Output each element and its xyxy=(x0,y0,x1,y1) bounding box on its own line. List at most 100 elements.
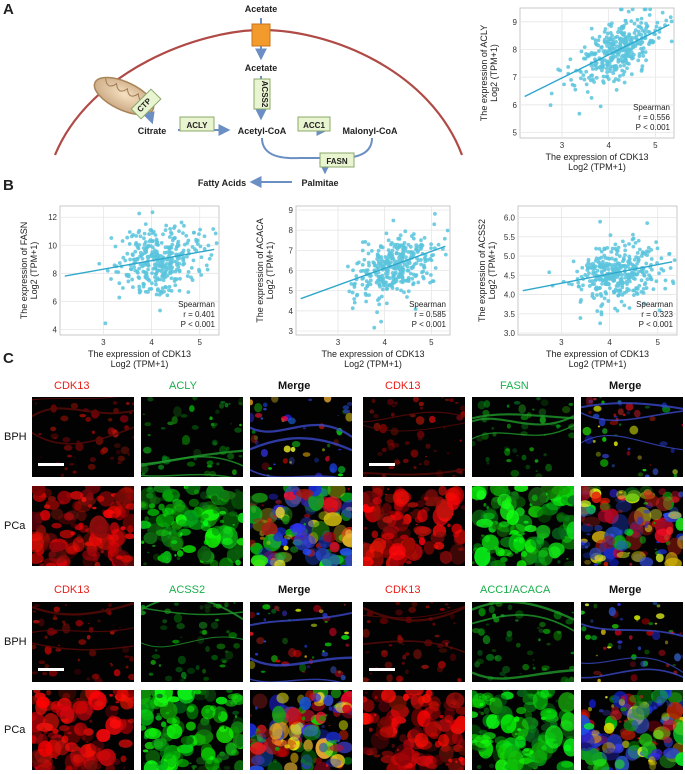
stain-label-merge: Merge xyxy=(278,380,311,392)
scatter-point xyxy=(632,21,637,26)
scatter-point xyxy=(360,282,365,287)
scatter-point xyxy=(150,239,155,244)
scatter-point xyxy=(120,286,125,290)
scatter-point xyxy=(646,29,651,34)
stain-label-cdk13: CDK13 xyxy=(385,584,421,596)
scatter-point xyxy=(366,260,371,265)
micrograph-pca-cdk13 xyxy=(32,486,134,566)
scatter-point xyxy=(626,9,631,14)
scatter-point xyxy=(639,290,644,294)
stat-p-label: P < 0.001 xyxy=(412,320,447,329)
scatter-point xyxy=(177,256,182,260)
scatter-point xyxy=(614,252,619,257)
scatter-point xyxy=(411,236,416,241)
scatter-point xyxy=(592,282,596,286)
scatter-point xyxy=(367,263,371,268)
scatter-point xyxy=(379,319,383,324)
scatter-point xyxy=(599,269,604,274)
scatter-point xyxy=(594,67,599,71)
scatter-point xyxy=(399,279,403,284)
scatter-point xyxy=(160,286,165,291)
micrograph-pca-merge xyxy=(250,690,352,770)
micrograph-bph-target xyxy=(472,397,574,477)
scatter-point xyxy=(633,277,637,281)
y-tick-label: 9 xyxy=(289,206,294,215)
stain-label-target: ACC1/ACACA xyxy=(480,584,551,596)
scatter-point xyxy=(120,239,125,243)
scatter-point xyxy=(627,52,631,57)
x-tick-label: 5 xyxy=(429,338,434,347)
scatter-point xyxy=(124,272,129,277)
scatter-point xyxy=(368,282,373,287)
scatter-point xyxy=(137,276,142,280)
scatter-point xyxy=(127,242,132,246)
scatter-point xyxy=(597,260,602,265)
scatter-point xyxy=(181,258,186,263)
scatter-point xyxy=(668,266,673,270)
scatter-point xyxy=(411,232,416,236)
scatter-point xyxy=(346,264,350,269)
scatter-point xyxy=(197,269,202,274)
scatter-point xyxy=(384,301,389,306)
scatter-point xyxy=(168,263,173,268)
scatter-point xyxy=(154,292,159,297)
scatter-point xyxy=(392,244,397,249)
scatter-point xyxy=(151,266,156,271)
stat-p-label: P < 0.001 xyxy=(639,320,674,329)
y-tick-label: 3.0 xyxy=(504,329,516,338)
scatter-point xyxy=(645,253,649,258)
scatter-point xyxy=(164,261,169,266)
scatter-point xyxy=(581,73,586,78)
stat-r-label: r = 0.556 xyxy=(638,113,670,122)
scatter-point xyxy=(606,77,611,82)
scatter-point xyxy=(608,233,613,238)
scatter-point xyxy=(632,257,637,262)
scatter-point xyxy=(631,288,635,293)
scatter-point xyxy=(376,259,381,263)
panel-letter-a: A xyxy=(3,1,14,18)
scatter-point xyxy=(571,259,576,264)
scatter-point xyxy=(177,288,182,293)
scatter-point xyxy=(603,256,608,260)
scatter-point xyxy=(584,82,589,87)
scatter-point xyxy=(629,19,634,24)
scatter-point xyxy=(602,29,607,34)
scatter-point xyxy=(641,287,646,291)
scatter-point xyxy=(172,279,177,284)
micrograph-bph-target xyxy=(472,602,574,682)
scatter-point xyxy=(649,257,654,261)
scatter-point xyxy=(620,279,624,284)
scatter-point xyxy=(605,60,610,65)
y-tick-label: 5 xyxy=(289,287,294,296)
scatter-point xyxy=(643,50,648,55)
scatter-point xyxy=(414,261,419,266)
scatter-point xyxy=(366,251,371,256)
scatter-point xyxy=(596,43,601,48)
scatter-point xyxy=(398,267,403,272)
row-label-bph: BPH xyxy=(4,636,27,648)
scatter-point xyxy=(167,288,171,293)
x-tick-label: 5 xyxy=(656,338,661,347)
scatter-point xyxy=(406,250,411,254)
scatter-point xyxy=(647,13,652,17)
scatter-point xyxy=(433,266,438,270)
scatter-point xyxy=(135,270,140,275)
scatter-point xyxy=(361,268,366,273)
scatter-point xyxy=(633,240,638,245)
scatter-point xyxy=(630,273,634,278)
scatter-point xyxy=(418,246,423,251)
scatter-point xyxy=(161,278,166,282)
scatter-point xyxy=(562,82,566,87)
scatter-point xyxy=(142,231,147,236)
scatter-point xyxy=(629,47,633,52)
scatter-point xyxy=(405,264,410,269)
scatter-point xyxy=(206,243,211,248)
scatter-point xyxy=(625,61,630,66)
scatter-point xyxy=(172,226,176,231)
scatter-point xyxy=(607,286,612,291)
scatter-point xyxy=(207,256,212,261)
scatter-point xyxy=(125,251,130,256)
scatter-point xyxy=(664,18,669,23)
scatter-point xyxy=(604,276,609,281)
